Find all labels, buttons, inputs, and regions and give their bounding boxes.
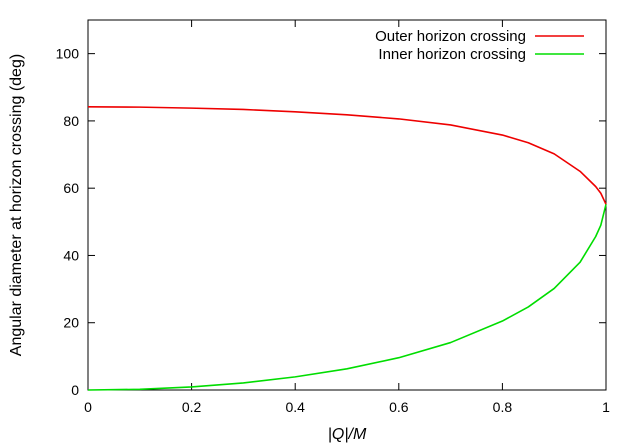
- axis-ticks: [87, 20, 607, 391]
- x-tick-label-0: 0: [84, 399, 92, 415]
- y-tick-label-5: 100: [56, 46, 80, 62]
- y-axis-title: Angular diameter at horizon crossing (de…: [8, 54, 25, 356]
- x-tick-label-5: 1: [602, 399, 610, 415]
- tick-labels: 0 0.2 0.4 0.6 0.8 1 0 20 40 60 80 100: [56, 46, 610, 415]
- y-tick-label-0: 0: [71, 382, 79, 398]
- series-line-0: [87, 105, 607, 205]
- y-tick-label-4: 80: [63, 113, 79, 129]
- x-tick-label-1: 0.2: [182, 399, 202, 415]
- x-axis-title: |Q|/M: [328, 426, 367, 443]
- y-tick-label-1: 20: [63, 315, 79, 331]
- legend-label-0: Outer horizon crossing: [375, 28, 526, 45]
- x-tick-label-4: 0.8: [493, 399, 513, 415]
- series-lines: [87, 105, 607, 391]
- y-tick-label-2: 40: [63, 247, 79, 263]
- series-line-1: [87, 204, 607, 391]
- y-tick-label-3: 60: [63, 180, 79, 196]
- plot-frame: [87, 19, 607, 391]
- x-tick-label-3: 0.6: [389, 399, 409, 415]
- legend-label-1: Inner horizon crossing: [378, 46, 526, 63]
- x-tick-label-2: 0.4: [285, 399, 305, 415]
